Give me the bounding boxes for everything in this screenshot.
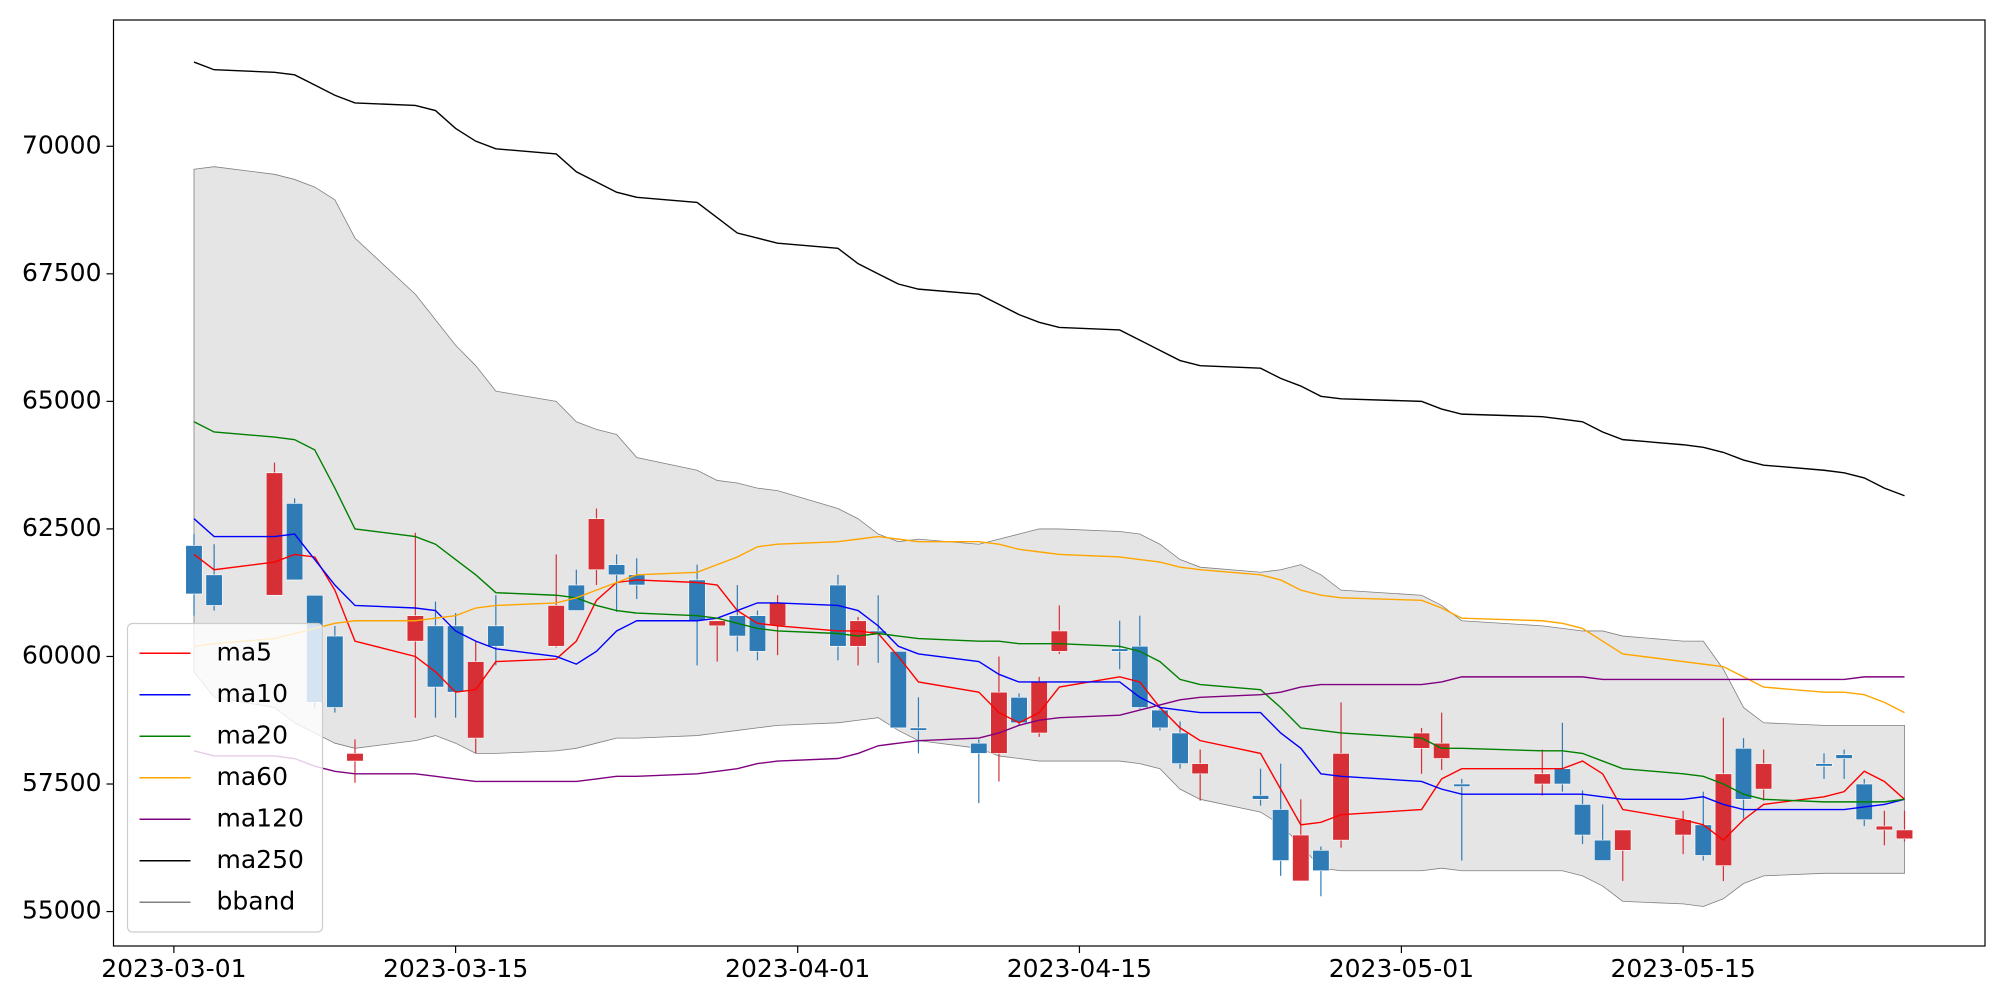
x-tick-label: 2023-03-01: [101, 954, 246, 983]
candle-body: [1734, 748, 1753, 800]
y-tick-label: 70000: [22, 130, 102, 159]
ma-line: [193, 553, 1905, 842]
ma-line: [193, 676, 1905, 783]
candle-body: [608, 564, 626, 576]
legend-label: ma60: [217, 762, 288, 791]
candle-body: [346, 753, 364, 762]
candle-body: [1614, 829, 1632, 851]
candle-body: [769, 602, 787, 627]
candle-body: [1815, 763, 1833, 767]
candle-body: [970, 742, 988, 754]
plot-area: [185, 61, 1914, 907]
candle-body: [1453, 783, 1471, 787]
candle-body: [1835, 754, 1853, 759]
candle-body: [748, 615, 767, 652]
y-tick-label: 65000: [22, 385, 102, 414]
y-tick-label: 67500: [22, 258, 102, 287]
legend-label: bband: [217, 886, 296, 915]
candle-body: [326, 635, 344, 708]
candle-body: [1594, 839, 1612, 861]
candle-body: [909, 727, 927, 731]
legend-label: ma5: [217, 637, 273, 666]
y-tick-label: 55000: [22, 896, 102, 925]
candle-body: [1755, 763, 1773, 790]
x-tick-label: 2023-05-15: [1610, 954, 1755, 983]
ma-line: [193, 421, 1905, 803]
x-tick-label: 2023-05-01: [1329, 954, 1474, 983]
candle-body: [1533, 773, 1551, 785]
plot-frame: [112, 19, 1986, 947]
candle-body: [849, 620, 867, 647]
candle-body: [1332, 753, 1350, 841]
candle-body: [1191, 763, 1209, 775]
candle-body: [1050, 630, 1068, 652]
legend-label: ma120: [217, 803, 304, 832]
legend: ma5 ma10 ma20 ma60 ma120 ma250 bband: [126, 622, 324, 933]
candle-body: [467, 661, 485, 739]
candle-body: [487, 625, 505, 647]
candle-body: [1714, 773, 1732, 866]
candle-body: [1433, 742, 1451, 759]
legend-label: ma20: [217, 720, 288, 749]
candle-body: [1171, 732, 1189, 764]
candle-body: [1131, 645, 1149, 708]
candle-body: [587, 518, 606, 571]
y-tick-label: 60000: [22, 640, 102, 669]
ma-line: [193, 61, 1905, 497]
ma-line: [193, 518, 1905, 811]
candle-body: [547, 605, 565, 647]
candle-body: [1010, 696, 1028, 724]
candle-body: [1674, 819, 1692, 836]
candle-body: [1895, 829, 1914, 840]
legend-label: ma10: [217, 679, 288, 708]
x-tick-label: 2023-04-15: [1007, 954, 1152, 983]
candle-body: [426, 625, 445, 688]
candle-body: [1111, 648, 1129, 652]
candle-body: [889, 651, 907, 729]
x-tick-label: 2023-04-01: [725, 954, 870, 983]
candle-body: [1030, 681, 1048, 734]
candle-body: [708, 620, 726, 627]
candle-body: [1151, 709, 1169, 729]
legend-box: [126, 622, 324, 933]
candle-body: [1553, 768, 1571, 785]
legend-label: ma250: [217, 845, 304, 874]
candle-body: [728, 615, 746, 637]
y-tick-label: 62500: [22, 513, 102, 542]
candle-body: [1875, 825, 1893, 831]
candle-body: [1272, 809, 1290, 861]
candle-body: [406, 615, 424, 642]
y-tick-label: 57500: [22, 768, 102, 797]
band-area: [193, 166, 1905, 907]
candle-body: [447, 625, 465, 693]
candle-body: [1412, 732, 1431, 749]
candle-body: [1312, 850, 1330, 872]
candle-body: [286, 503, 304, 581]
ma-line: [193, 535, 1905, 714]
candle-body: [1251, 795, 1270, 800]
candle-body: [185, 545, 203, 595]
x-tick-label: 2023-03-15: [383, 954, 528, 983]
candle-body: [990, 691, 1008, 754]
candle-body: [205, 574, 223, 606]
candle-body: [1573, 804, 1592, 836]
candle-body: [688, 579, 706, 622]
candle-body: [829, 584, 847, 647]
candle-body: [265, 472, 284, 596]
candle-body: [1292, 834, 1310, 882]
